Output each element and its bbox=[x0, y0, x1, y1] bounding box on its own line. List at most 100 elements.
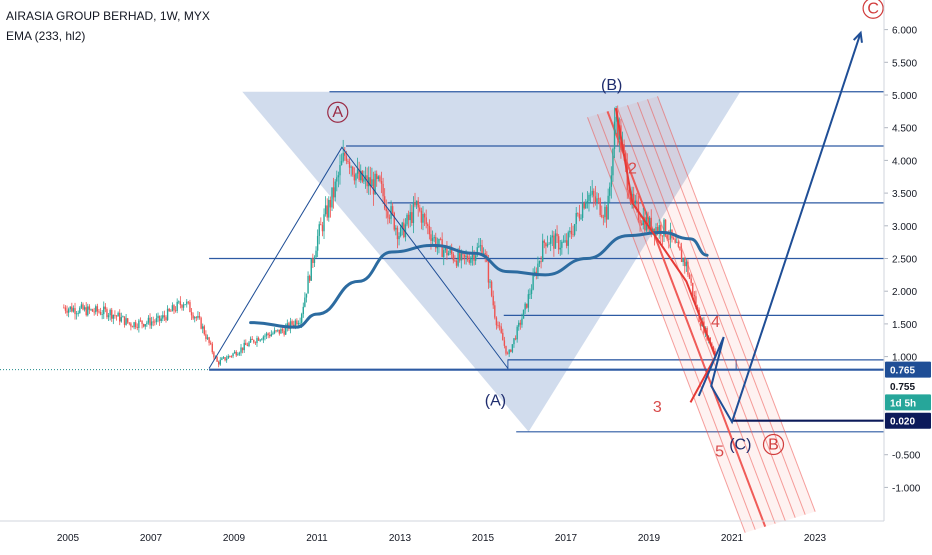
candle-body bbox=[331, 187, 333, 208]
candle-body bbox=[117, 312, 119, 317]
candle-body bbox=[340, 161, 343, 166]
candle-body bbox=[529, 293, 531, 295]
candle-body bbox=[506, 353, 509, 355]
candle-body bbox=[184, 304, 186, 306]
candle-body bbox=[142, 323, 145, 327]
candle-body bbox=[540, 261, 542, 262]
candle-body bbox=[677, 241, 680, 247]
wave-label: 5 bbox=[715, 444, 724, 461]
candle-body bbox=[613, 121, 616, 150]
channel-line bbox=[637, 102, 796, 518]
candle-body bbox=[256, 337, 258, 343]
candle-body bbox=[557, 236, 560, 250]
candle-body bbox=[71, 306, 73, 312]
candle-body bbox=[556, 233, 558, 237]
support-price-tag: 0.765 bbox=[890, 366, 915, 377]
y-tick-label: 1.000 bbox=[892, 353, 917, 364]
candle-body bbox=[229, 355, 231, 357]
wave-label: 3 bbox=[653, 399, 662, 416]
candle-body bbox=[522, 309, 525, 319]
candle-body bbox=[591, 190, 593, 195]
candle-body bbox=[316, 235, 319, 251]
candle-body bbox=[565, 240, 568, 246]
indicator-legend[interactable]: EMA (233, hl2) bbox=[6, 29, 86, 43]
candle-body bbox=[414, 202, 416, 206]
projection-path bbox=[697, 32, 862, 425]
candle-body bbox=[604, 206, 606, 218]
candle-body bbox=[642, 216, 644, 226]
candle-body bbox=[232, 353, 234, 357]
candle-body bbox=[516, 326, 518, 340]
candle-body bbox=[567, 232, 569, 246]
candle-body bbox=[154, 321, 156, 323]
candle-body bbox=[88, 306, 91, 310]
candle-body bbox=[377, 176, 379, 180]
candle-body bbox=[297, 323, 300, 325]
candle-body bbox=[192, 315, 194, 319]
candle-body bbox=[632, 193, 635, 203]
candle-body bbox=[664, 219, 667, 236]
candle-body bbox=[648, 217, 651, 230]
candle-body bbox=[628, 189, 630, 198]
y-tick-label: 1.500 bbox=[892, 320, 917, 331]
countdown-tag-bg bbox=[885, 394, 931, 411]
channel-line bbox=[597, 114, 756, 530]
candle-body bbox=[265, 333, 268, 336]
candle-body bbox=[318, 224, 320, 236]
candle-body bbox=[577, 213, 579, 214]
candle-body bbox=[126, 318, 129, 323]
candle-body bbox=[128, 322, 130, 324]
candle-body bbox=[257, 337, 260, 341]
drawings[interactable] bbox=[0, 30, 884, 425]
candle-body bbox=[123, 316, 126, 325]
candle-body bbox=[285, 327, 287, 335]
candle-body bbox=[407, 214, 410, 221]
candle-body bbox=[388, 217, 391, 219]
candle-body bbox=[294, 320, 296, 326]
candle-body bbox=[115, 315, 118, 317]
candle-body bbox=[714, 350, 716, 354]
candle-body bbox=[433, 237, 435, 239]
candle-body bbox=[299, 322, 301, 324]
candle-body bbox=[609, 186, 611, 196]
candle-body bbox=[249, 338, 252, 343]
candle-body bbox=[583, 203, 585, 209]
x-tick-label: 2023 bbox=[804, 533, 827, 544]
candle-body bbox=[152, 321, 154, 323]
candle-body bbox=[451, 249, 453, 255]
fib-retracement[interactable] bbox=[209, 91, 884, 433]
candle-body bbox=[409, 212, 411, 221]
candle-body bbox=[225, 358, 228, 361]
candle-body bbox=[578, 213, 581, 219]
candle-body bbox=[478, 246, 480, 248]
candle-body bbox=[521, 318, 523, 325]
candle-body bbox=[352, 166, 354, 175]
abc-triangle bbox=[208, 146, 509, 369]
candle-body bbox=[387, 211, 389, 218]
candle-body bbox=[248, 342, 250, 346]
candle-body bbox=[160, 318, 162, 321]
y-tick-label: 3.000 bbox=[892, 222, 917, 233]
wave-label: A bbox=[332, 104, 343, 121]
candle-body bbox=[443, 250, 445, 257]
regression-channel[interactable] bbox=[587, 96, 816, 533]
candle-body bbox=[420, 210, 423, 223]
candle-body bbox=[423, 214, 426, 218]
wave-path-red bbox=[614, 107, 717, 403]
candle-body bbox=[674, 239, 676, 243]
x-tick-label: 2011 bbox=[306, 533, 328, 544]
candle-body bbox=[170, 310, 172, 312]
candle-body bbox=[564, 240, 566, 242]
candle-body bbox=[436, 245, 439, 249]
candle-body bbox=[368, 177, 370, 187]
candle-body bbox=[125, 318, 127, 325]
candle-body bbox=[561, 241, 563, 248]
candle-body bbox=[682, 258, 684, 263]
wave-label: 4 bbox=[711, 314, 720, 331]
candle-body bbox=[510, 349, 512, 352]
candle-body bbox=[238, 352, 241, 355]
candle-body bbox=[399, 227, 402, 237]
candle-body bbox=[197, 315, 199, 318]
x-tick-label: 2005 bbox=[57, 533, 80, 544]
candle-body bbox=[543, 240, 545, 243]
